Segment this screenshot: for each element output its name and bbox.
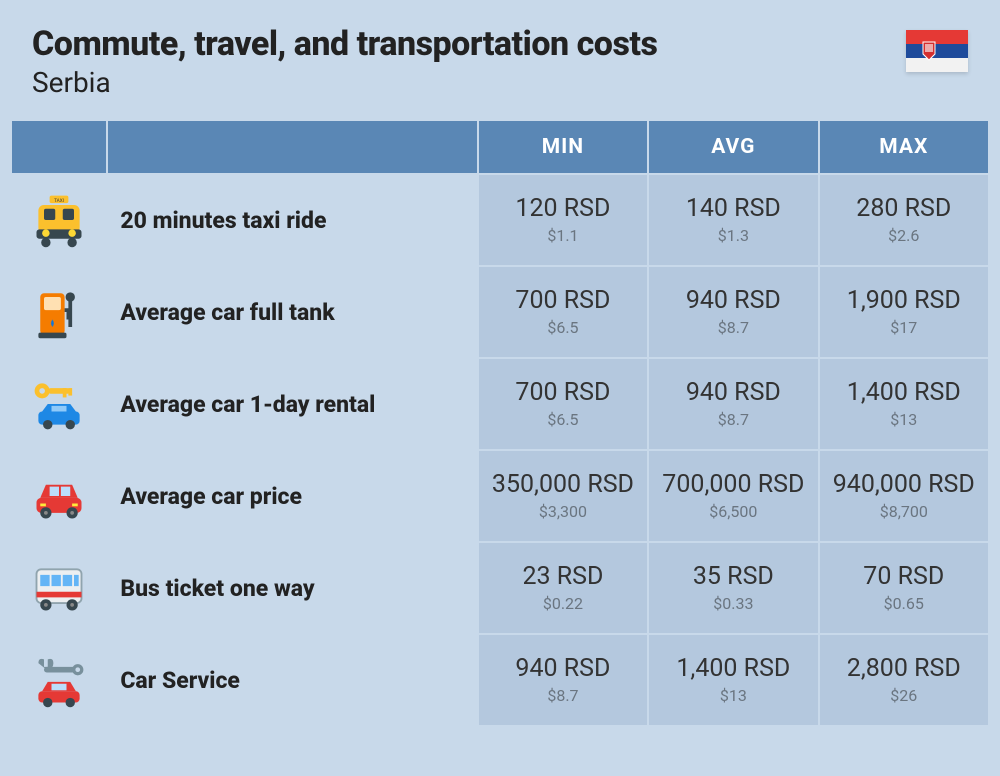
row-label: Bus ticket one way <box>108 543 476 633</box>
value-secondary: $0.22 <box>487 594 639 613</box>
cell-min: 700 RSD $6.5 <box>479 267 647 357</box>
icon-cell <box>12 543 106 633</box>
cell-min: 120 RSD $1.1 <box>479 175 647 265</box>
cell-min: 700 RSD $6.5 <box>479 359 647 449</box>
value-primary: 940 RSD <box>657 379 809 407</box>
value-secondary: $6,500 <box>657 502 809 521</box>
cell-avg: 1,400 RSD $13 <box>649 635 817 725</box>
value-primary: 1,400 RSD <box>828 379 980 407</box>
cell-min: 23 RSD $0.22 <box>479 543 647 633</box>
value-primary: 23 RSD <box>487 563 639 591</box>
cell-avg: 35 RSD $0.33 <box>649 543 817 633</box>
table-row: Average car full tank 700 RSD $6.5 940 R… <box>12 267 988 357</box>
value-secondary: $1.3 <box>657 226 809 245</box>
value-secondary: $26 <box>828 686 980 705</box>
value-secondary: $2.6 <box>828 226 980 245</box>
value-secondary: $8.7 <box>657 410 809 429</box>
icon-cell: TAXI <box>12 175 106 265</box>
header-min: MIN <box>479 121 647 173</box>
svg-text:TAXI: TAXI <box>54 198 64 204</box>
cost-table: MIN AVG MAX TAXI 20 minu <box>10 119 990 727</box>
taxi-icon: TAXI <box>29 190 89 250</box>
value-secondary: $0.65 <box>828 594 980 613</box>
cell-max: 940,000 RSD $8,700 <box>820 451 988 541</box>
value-primary: 700,000 RSD <box>657 471 809 499</box>
icon-cell <box>12 635 106 725</box>
cell-max: 1,400 RSD $13 <box>820 359 988 449</box>
value-secondary: $13 <box>828 410 980 429</box>
cell-avg: 700,000 RSD $6,500 <box>649 451 817 541</box>
car-price-icon <box>29 466 89 526</box>
fuel-icon <box>29 282 89 342</box>
row-label: 20 minutes taxi ride <box>108 175 476 265</box>
value-primary: 1,900 RSD <box>828 287 980 315</box>
table-row: Average car price 350,000 RSD $3,300 700… <box>12 451 988 541</box>
cell-min: 350,000 RSD $3,300 <box>479 451 647 541</box>
value-primary: 940 RSD <box>487 655 639 683</box>
value-secondary: $17 <box>828 318 980 337</box>
value-primary: 2,800 RSD <box>828 655 980 683</box>
table-header-row: MIN AVG MAX <box>12 121 988 173</box>
table-row: Car Service 940 RSD $8.7 1,400 RSD $13 2… <box>12 635 988 725</box>
cell-max: 2,800 RSD $26 <box>820 635 988 725</box>
value-primary: 940 RSD <box>657 287 809 315</box>
value-primary: 70 RSD <box>828 563 980 591</box>
value-secondary: $13 <box>657 686 809 705</box>
header: Commute, travel, and transportation cost… <box>10 14 990 119</box>
rental-icon <box>29 374 89 434</box>
service-icon <box>29 650 89 710</box>
value-secondary: $6.5 <box>487 410 639 429</box>
value-primary: 280 RSD <box>828 195 980 223</box>
cell-avg: 140 RSD $1.3 <box>649 175 817 265</box>
flag-icon <box>906 30 968 72</box>
cell-min: 940 RSD $8.7 <box>479 635 647 725</box>
value-primary: 140 RSD <box>657 195 809 223</box>
icon-cell <box>12 359 106 449</box>
table-row: Average car 1-day rental 700 RSD $6.5 94… <box>12 359 988 449</box>
bus-icon <box>29 558 89 618</box>
cell-avg: 940 RSD $8.7 <box>649 267 817 357</box>
value-secondary: $8.7 <box>657 318 809 337</box>
value-primary: 35 RSD <box>657 563 809 591</box>
value-secondary: $1.1 <box>487 226 639 245</box>
value-secondary: $6.5 <box>487 318 639 337</box>
row-label: Car Service <box>108 635 476 725</box>
cell-avg: 940 RSD $8.7 <box>649 359 817 449</box>
value-secondary: $8.7 <box>487 686 639 705</box>
value-primary: 700 RSD <box>487 287 639 315</box>
row-label: Average car full tank <box>108 267 476 357</box>
row-label: Average car price <box>108 451 476 541</box>
value-primary: 350,000 RSD <box>487 471 639 499</box>
table-row: TAXI 20 minutes taxi ride 120 RSD $1.1 1… <box>12 175 988 265</box>
cell-max: 70 RSD $0.65 <box>820 543 988 633</box>
row-label: Average car 1-day rental <box>108 359 476 449</box>
value-secondary: $8,700 <box>828 502 980 521</box>
value-secondary: $3,300 <box>487 502 639 521</box>
header-text: Commute, travel, and transportation cost… <box>32 24 657 99</box>
header-icon-col <box>12 121 106 173</box>
table-body: TAXI 20 minutes taxi ride 120 RSD $1.1 1… <box>12 175 988 725</box>
header-avg: AVG <box>649 121 817 173</box>
icon-cell <box>12 267 106 357</box>
cell-max: 280 RSD $2.6 <box>820 175 988 265</box>
header-max: MAX <box>820 121 988 173</box>
value-primary: 120 RSD <box>487 195 639 223</box>
value-primary: 700 RSD <box>487 379 639 407</box>
cell-max: 1,900 RSD $17 <box>820 267 988 357</box>
value-secondary: $0.33 <box>657 594 809 613</box>
value-primary: 1,400 RSD <box>657 655 809 683</box>
value-primary: 940,000 RSD <box>828 471 980 499</box>
page-title: Commute, travel, and transportation cost… <box>32 24 657 64</box>
icon-cell <box>12 451 106 541</box>
header-label-col <box>108 121 476 173</box>
page-subtitle: Serbia <box>32 66 657 99</box>
table-row: Bus ticket one way 23 RSD $0.22 35 RSD $… <box>12 543 988 633</box>
